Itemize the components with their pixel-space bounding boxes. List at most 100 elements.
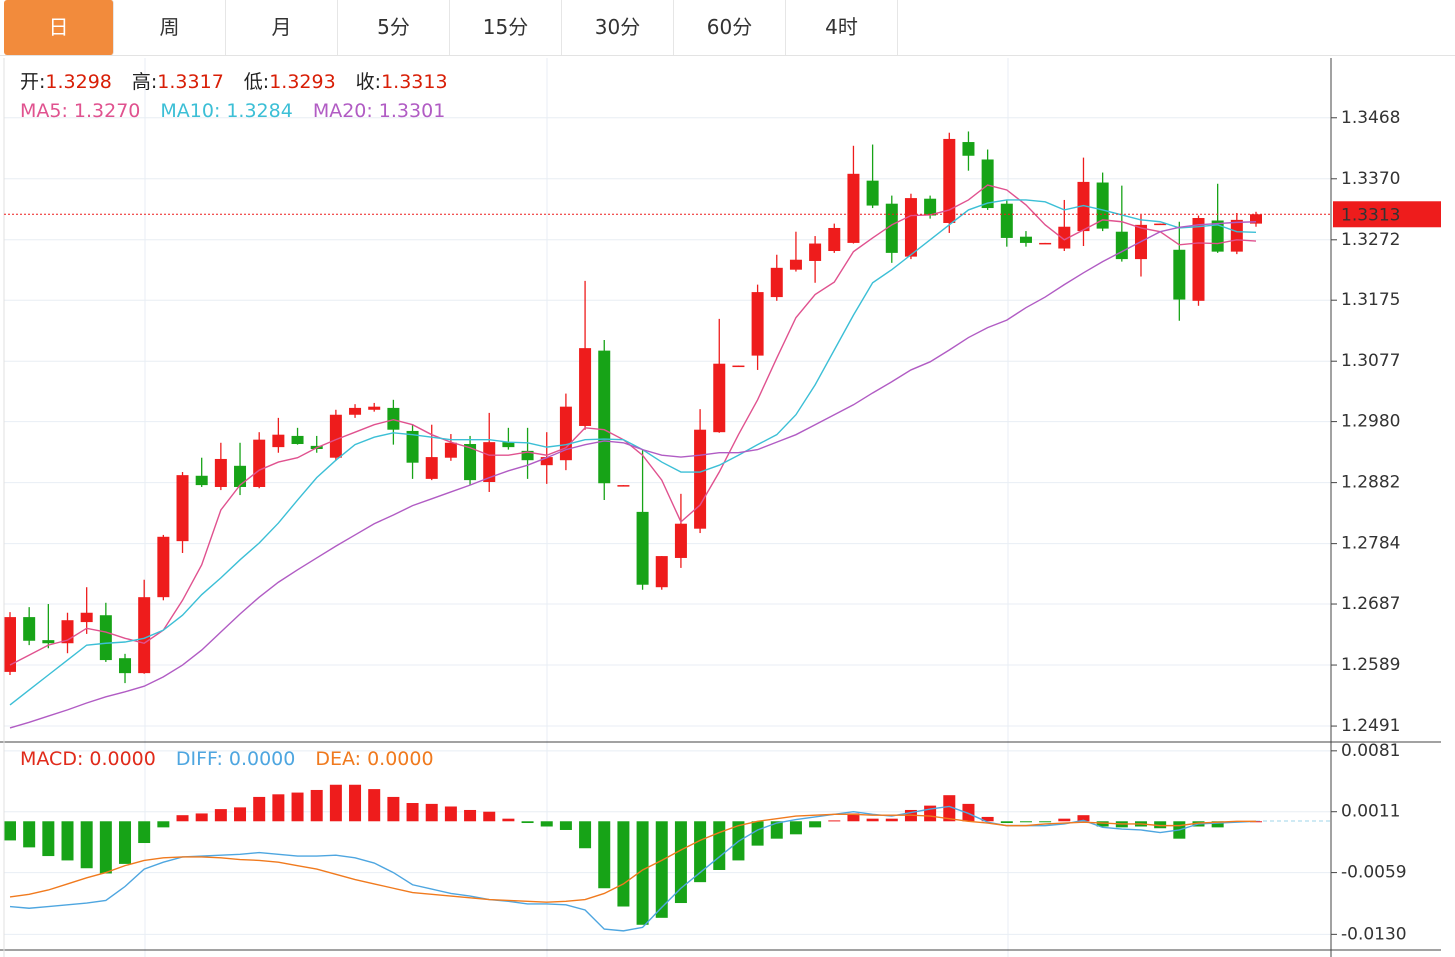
- macd-bar: [1211, 821, 1224, 828]
- legend-name: DEA:: [315, 748, 361, 770]
- candle-body: [195, 475, 208, 486]
- macd-bar: [157, 821, 170, 828]
- y-tick-label: 1.3468: [1341, 108, 1400, 128]
- macd-bar: [272, 794, 285, 822]
- candle-body: [1154, 223, 1167, 226]
- legend-name: MACD:: [20, 748, 83, 770]
- macd-bar: [387, 796, 400, 822]
- macd-bar: [329, 784, 342, 822]
- price-tag: [1333, 201, 1441, 228]
- macd-bar: [598, 821, 611, 889]
- price-panel: [4, 131, 1262, 729]
- macd-bar: [617, 821, 630, 907]
- candle-body: [157, 536, 170, 598]
- candle-body: [809, 243, 822, 261]
- candle-body: [521, 450, 534, 461]
- candle-body: [789, 259, 802, 270]
- legend-name: MA5:: [20, 100, 68, 122]
- candle-body: [866, 180, 879, 206]
- candle-body: [138, 597, 151, 674]
- legend-name: DIFF:: [176, 748, 223, 770]
- candle-body: [425, 457, 438, 479]
- candle-body: [1230, 219, 1243, 252]
- macd-bar: [1096, 821, 1109, 827]
- macd-bar: [713, 821, 726, 870]
- macd-bar: [1058, 818, 1071, 822]
- candle-body: [80, 612, 93, 623]
- macd-bar: [962, 803, 975, 822]
- macd-bar: [1077, 815, 1090, 822]
- candle-body: [464, 444, 477, 481]
- candle-body: [1019, 236, 1032, 243]
- candle-body: [1192, 218, 1205, 301]
- macd-bar: [770, 821, 783, 839]
- ohlc-value: 1.3313: [381, 71, 447, 93]
- period-tab[interactable]: 日: [4, 0, 114, 55]
- ohlc-label: 低:: [244, 71, 269, 93]
- macd-bar: [847, 813, 860, 822]
- macd-bar: [4, 821, 16, 841]
- y-tick-label: 1.2589: [1341, 655, 1400, 675]
- indicator-line: [9, 199, 1257, 706]
- period-tab[interactable]: 4时: [786, 0, 898, 55]
- ohlc-label: 收:: [356, 71, 381, 93]
- candle-body: [885, 203, 898, 253]
- candle-body: [483, 442, 496, 482]
- ohlc-value: 1.3317: [157, 71, 223, 93]
- price-tag-label: 1.3313: [1341, 205, 1400, 225]
- candle-body: [598, 350, 611, 484]
- macd-bar: [1154, 821, 1167, 829]
- macd-bar: [195, 813, 208, 822]
- macd-bar: [636, 821, 649, 925]
- y-tick-label: 0.0081: [1341, 741, 1400, 761]
- macd-bar: [291, 792, 304, 822]
- period-tab[interactable]: 30分: [562, 0, 674, 55]
- macd-bar: [406, 803, 419, 822]
- period-tab[interactable]: 月: [226, 0, 338, 55]
- candle-body: [291, 435, 304, 445]
- candle-body: [674, 523, 687, 558]
- macd-bar: [483, 811, 496, 822]
- candle-body: [847, 173, 860, 243]
- candle-body: [253, 439, 266, 487]
- candle-body: [368, 406, 381, 410]
- macd-bar: [1019, 821, 1032, 823]
- macd-bar: [42, 821, 55, 857]
- y-tick-label: -0.0059: [1341, 863, 1407, 883]
- candle-body: [904, 198, 917, 257]
- candle-body: [119, 658, 132, 674]
- macd-bar: [349, 784, 362, 822]
- period-tab[interactable]: 15分: [450, 0, 562, 55]
- macd-bar: [99, 821, 112, 874]
- candle-body: [1173, 249, 1186, 300]
- y-tick-label: 1.2491: [1341, 716, 1400, 736]
- period-tab[interactable]: 60分: [674, 0, 786, 55]
- macd-bar: [866, 818, 879, 822]
- candle-body: [1115, 231, 1128, 260]
- indicator-line: [9, 805, 1257, 932]
- period-tab[interactable]: 5分: [338, 0, 450, 55]
- candle-body: [559, 406, 572, 461]
- period-tab[interactable]: 周: [114, 0, 226, 55]
- y-tick-label: 1.3175: [1341, 290, 1400, 310]
- candle-body: [828, 227, 841, 252]
- candle-body: [234, 465, 247, 487]
- ohlc-label: 高:: [132, 71, 157, 93]
- legend-value: 0.0000: [89, 748, 155, 770]
- macd-bar: [425, 803, 438, 822]
- y-tick-label: 1.2980: [1341, 412, 1400, 432]
- legend-value: 1.3284: [226, 100, 292, 122]
- macd-bar: [310, 789, 323, 822]
- indicator-line: [9, 221, 1257, 729]
- macd-bar: [502, 818, 515, 822]
- candle-body: [176, 475, 189, 542]
- indicator-line: [9, 813, 1256, 903]
- candle-body: [636, 511, 649, 585]
- candle-body: [962, 142, 975, 156]
- candle-body: [1058, 226, 1071, 249]
- candle-body: [732, 365, 745, 368]
- ma-header: MA5: 1.3270 MA10: 1.3284 MA20: 1.3301: [20, 100, 445, 122]
- candle-body: [617, 485, 630, 487]
